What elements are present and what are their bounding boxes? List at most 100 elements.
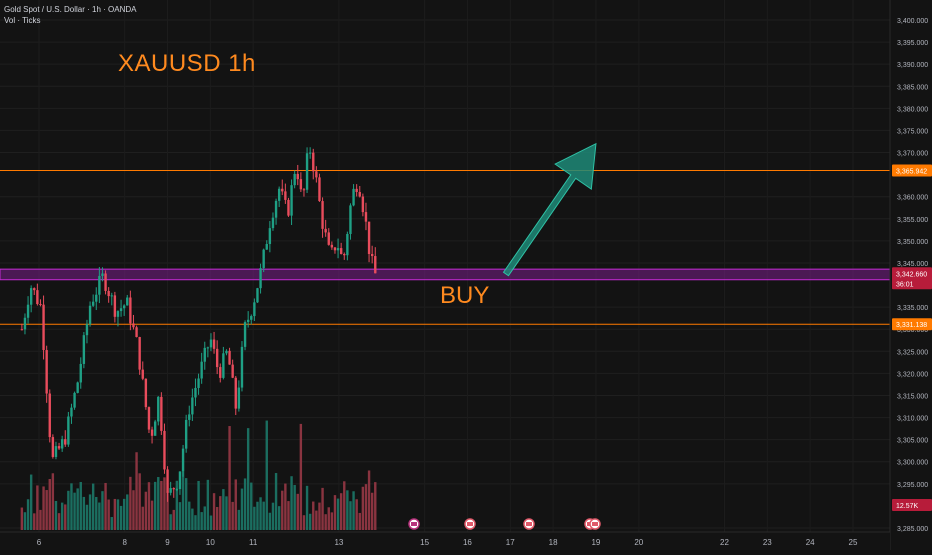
candle[interactable] [113, 291, 117, 323]
candle[interactable] [228, 347, 231, 365]
candle[interactable] [188, 405, 191, 427]
candle[interactable] [172, 487, 175, 498]
candle[interactable] [206, 346, 210, 358]
candle[interactable] [181, 444, 185, 477]
candle[interactable] [178, 471, 182, 495]
candle[interactable] [95, 287, 98, 311]
candle[interactable] [225, 349, 228, 356]
candle[interactable] [302, 188, 306, 197]
candle[interactable] [333, 246, 337, 254]
candle[interactable] [67, 411, 70, 447]
candle[interactable] [321, 197, 324, 238]
candle[interactable] [60, 435, 64, 452]
candle[interactable] [116, 310, 120, 327]
symbol-info[interactable]: Gold Spot / U.S. Dollar · 1h · OANDA [4, 5, 137, 14]
candle[interactable] [277, 186, 281, 207]
candle[interactable] [107, 287, 110, 303]
candle[interactable] [194, 378, 197, 407]
candle[interactable] [132, 314, 135, 330]
candle[interactable] [243, 320, 247, 351]
volume-indicator-label[interactable]: Vol · Ticks [4, 16, 41, 25]
candle[interactable] [234, 375, 237, 416]
candle[interactable] [284, 183, 287, 204]
candle[interactable] [200, 352, 203, 384]
candle[interactable] [262, 248, 265, 273]
candle[interactable] [147, 406, 151, 434]
candle[interactable] [91, 294, 95, 308]
candle[interactable] [222, 346, 225, 380]
candle[interactable] [355, 184, 358, 197]
candle[interactable] [98, 266, 101, 304]
candle[interactable] [308, 147, 312, 159]
candle[interactable] [23, 313, 27, 335]
candle[interactable] [246, 311, 250, 328]
chart-annotation-title[interactable]: XAUUSD 1h [118, 50, 256, 77]
candle[interactable] [129, 290, 132, 331]
candle[interactable] [104, 270, 107, 295]
candle[interactable] [240, 341, 244, 392]
candle[interactable] [157, 396, 160, 426]
candle[interactable] [119, 299, 123, 317]
candle[interactable] [358, 185, 361, 198]
candle[interactable] [191, 388, 194, 421]
buy-annotation[interactable]: BUY [440, 282, 490, 309]
candle[interactable] [48, 389, 51, 443]
candle[interactable] [20, 323, 24, 331]
candle[interactable] [364, 202, 368, 231]
candle[interactable] [51, 434, 55, 459]
candle[interactable] [26, 296, 30, 324]
candle[interactable] [36, 283, 39, 306]
event-flag-icon[interactable] [589, 518, 601, 530]
candle[interactable] [324, 219, 327, 237]
bullish-arrow[interactable] [502, 142, 597, 277]
candle[interactable] [361, 193, 365, 217]
candle[interactable] [64, 430, 67, 447]
candle[interactable] [259, 263, 262, 294]
candle[interactable] [209, 333, 213, 352]
candle[interactable] [339, 242, 343, 255]
candle[interactable] [367, 221, 371, 263]
candle[interactable] [271, 212, 275, 231]
candle[interactable] [169, 481, 172, 496]
candle[interactable] [110, 292, 113, 306]
candle[interactable] [265, 240, 268, 250]
candle[interactable] [141, 361, 144, 381]
candle[interactable] [126, 294, 129, 306]
candle[interactable] [144, 378, 148, 410]
candle[interactable] [336, 238, 340, 259]
candle[interactable] [290, 179, 293, 225]
candle[interactable] [315, 166, 318, 183]
candle[interactable] [268, 221, 272, 253]
candle[interactable] [70, 403, 73, 424]
candle[interactable] [138, 336, 141, 375]
candle[interactable] [237, 380, 241, 412]
candle[interactable] [57, 442, 61, 451]
candle[interactable] [150, 426, 154, 444]
candle[interactable] [318, 173, 321, 202]
event-flag-icon[interactable] [408, 518, 420, 530]
candle[interactable] [312, 148, 315, 180]
candle[interactable] [330, 241, 334, 250]
candle[interactable] [346, 231, 349, 261]
candle[interactable] [274, 198, 278, 225]
candle[interactable] [88, 301, 92, 327]
candle[interactable] [184, 414, 188, 453]
candle[interactable] [296, 164, 299, 186]
candle[interactable] [203, 341, 206, 370]
candle[interactable] [256, 287, 259, 303]
candle[interactable] [42, 295, 45, 360]
event-flag-icon[interactable] [464, 518, 476, 530]
candle[interactable] [76, 381, 79, 394]
candle[interactable] [166, 466, 169, 502]
candle[interactable] [197, 373, 200, 395]
candle[interactable] [33, 287, 36, 296]
candle[interactable] [219, 363, 222, 383]
candle[interactable] [231, 359, 234, 379]
candle[interactable] [45, 345, 48, 403]
candle[interactable] [281, 179, 284, 196]
candle[interactable] [82, 332, 86, 369]
candle[interactable] [160, 392, 163, 435]
candle[interactable] [305, 147, 309, 193]
